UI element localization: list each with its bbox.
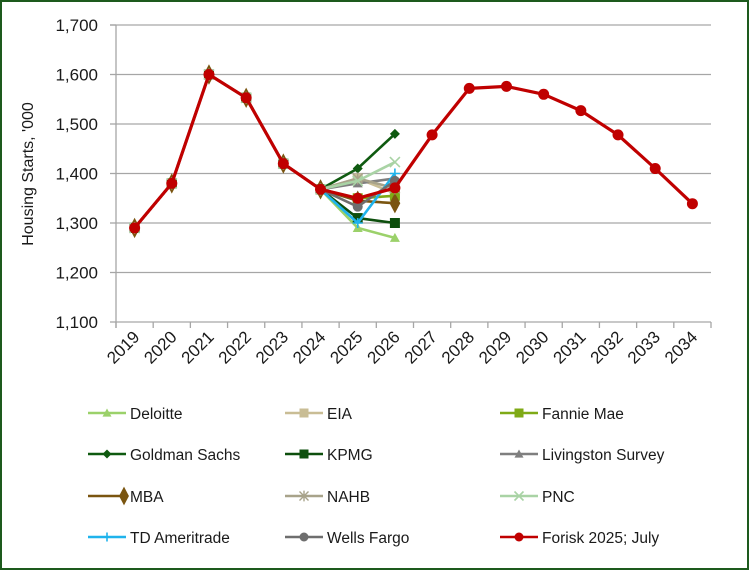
legend-item: TD Ameritrade [88, 530, 230, 547]
data-point [389, 218, 400, 228]
data-point [352, 218, 363, 228]
data-point [352, 201, 363, 212]
legend-label: Fannie Mae [542, 406, 624, 423]
legend-item: MBA [88, 486, 164, 506]
legend-label: KPMG [327, 447, 373, 464]
y-tick-label: 1,600 [55, 66, 98, 85]
series-line [133, 72, 694, 229]
series-forisk-2025-july [129, 69, 698, 234]
data-point [315, 183, 327, 195]
legend-item: KPMG [285, 447, 373, 464]
legend-marker [102, 408, 112, 417]
legend-item: Fannie Mae [500, 406, 624, 423]
data-point [612, 129, 624, 141]
legend-marker [119, 486, 129, 506]
data-point [649, 163, 661, 175]
legend-label: Deloitte [130, 406, 183, 423]
x-tick-label: 2025 [326, 327, 366, 367]
series-wells-fargo [129, 69, 400, 233]
legend-marker [299, 490, 309, 502]
data-point [277, 158, 289, 170]
legend-item: EIA [285, 406, 353, 423]
legend-marker [299, 532, 309, 542]
data-point [463, 82, 475, 94]
legend-label: TD Ameritrade [130, 530, 230, 547]
data-point [352, 175, 364, 187]
x-tick-label: 2027 [401, 327, 441, 367]
legend-label: Forisk 2025; July [542, 530, 659, 547]
legend-label: Goldman Sachs [130, 447, 241, 464]
data-point [389, 128, 400, 139]
data-point [240, 92, 252, 104]
x-tick-label: 2031 [549, 327, 589, 367]
x-tick-label: 2022 [215, 327, 255, 367]
x-tick-label: 2029 [475, 327, 515, 367]
legend-marker [299, 408, 309, 418]
x-tick-label: 2019 [103, 327, 143, 367]
x-tick-label: 2023 [252, 327, 292, 367]
x-axis-ticks: 2019202020212022202320242025202620272028… [103, 327, 701, 367]
data-point [203, 69, 215, 80]
legend-marker [299, 449, 309, 459]
y-tick-label: 1,100 [55, 313, 98, 332]
gridlines [116, 24, 711, 274]
legend-item: Forisk 2025; July [500, 530, 659, 547]
x-tick-label: 2033 [624, 327, 664, 367]
legend-label: Wells Fargo [327, 530, 409, 547]
legend-marker [102, 449, 112, 459]
legend-item: Wells Fargo [285, 530, 409, 547]
y-tick-label: 1,500 [55, 115, 98, 134]
data-point [575, 105, 587, 117]
x-tick-label: 2020 [140, 327, 180, 367]
x-tick-label: 2030 [512, 327, 552, 367]
legend-item: Livingston Survey [500, 447, 665, 464]
series-mba [129, 64, 401, 239]
data-point [686, 198, 698, 210]
data-point [352, 192, 364, 204]
legend-marker [513, 490, 525, 502]
x-tick-label: 2021 [178, 327, 218, 367]
legend-label: Livingston Survey [542, 447, 665, 464]
data-point [538, 88, 550, 100]
x-tick-label: 2026 [364, 327, 404, 367]
axes [110, 24, 712, 328]
data-point [389, 232, 400, 242]
data-point [426, 129, 438, 141]
legend-item: Deloitte [88, 406, 183, 423]
data-point [389, 193, 401, 214]
data-point [129, 222, 141, 234]
legend-item: PNC [500, 489, 575, 506]
y-tick-label: 1,400 [55, 165, 98, 184]
legend-label: NAHB [327, 489, 370, 506]
legend: Deloitte EIA Fannie Mae Goldman Sachs KPMG Li… [88, 406, 665, 547]
legend-marker [514, 408, 524, 418]
legend-marker [102, 532, 112, 542]
x-tick-label: 2032 [587, 327, 627, 367]
legend-label: EIA [327, 406, 353, 423]
legend-marker [514, 532, 524, 542]
legend-label: PNC [542, 489, 575, 506]
y-tick-label: 1,300 [55, 214, 98, 233]
legend-item: Goldman Sachs [88, 447, 241, 464]
legend-marker [514, 449, 524, 458]
legend-item: NAHB [285, 489, 370, 506]
x-tick-label: 2024 [289, 327, 329, 367]
legend-label: MBA [130, 489, 164, 506]
y-axis-ticks: 1,100 1,200 1,300 1,400 1,500 1,600 1,700 [55, 16, 98, 332]
x-tick-label: 2034 [661, 327, 701, 367]
series-group [129, 64, 698, 242]
y-tick-label: 1,200 [55, 264, 98, 283]
data-point [389, 182, 401, 194]
y-axis-title: Housing Starts, '000 [20, 102, 37, 246]
x-tick-label: 2028 [438, 327, 478, 367]
data-point [166, 177, 178, 189]
data-point [500, 80, 512, 92]
data-point [389, 156, 401, 168]
data-point [352, 163, 363, 174]
y-tick-label: 1,700 [55, 16, 98, 35]
